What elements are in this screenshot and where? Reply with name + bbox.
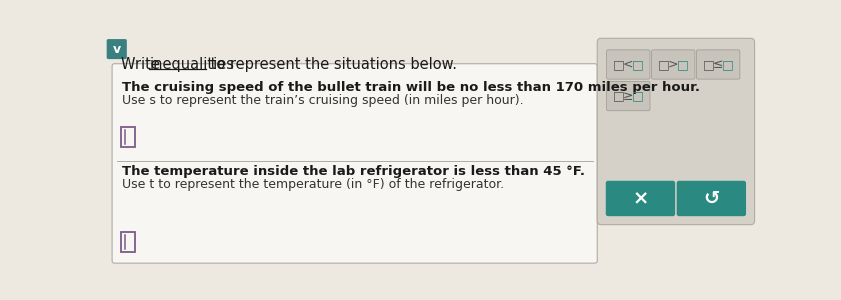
Text: □: □ bbox=[613, 58, 625, 71]
Text: ↺: ↺ bbox=[703, 189, 720, 208]
Text: <: < bbox=[623, 58, 633, 71]
Text: □: □ bbox=[677, 58, 689, 71]
FancyBboxPatch shape bbox=[121, 232, 135, 252]
FancyBboxPatch shape bbox=[112, 64, 597, 263]
Text: □: □ bbox=[722, 58, 733, 71]
Text: ×: × bbox=[632, 189, 648, 208]
FancyBboxPatch shape bbox=[597, 38, 754, 225]
FancyBboxPatch shape bbox=[121, 127, 135, 147]
Text: □: □ bbox=[632, 58, 643, 71]
FancyBboxPatch shape bbox=[696, 50, 740, 79]
Text: Use t to represent the temperature (in °F) of the refrigerator.: Use t to represent the temperature (in °… bbox=[122, 178, 505, 191]
Text: The temperature inside the lab refrigerator is less than 45 °F.: The temperature inside the lab refrigera… bbox=[122, 165, 585, 178]
Text: inequalities: inequalities bbox=[150, 57, 235, 72]
FancyBboxPatch shape bbox=[677, 181, 746, 216]
FancyBboxPatch shape bbox=[606, 181, 675, 216]
Text: The cruising speed of the bullet train will be no less than 170 miles per hour.: The cruising speed of the bullet train w… bbox=[122, 81, 701, 94]
Text: to represent the situations below.: to represent the situations below. bbox=[206, 57, 457, 72]
FancyBboxPatch shape bbox=[652, 50, 695, 79]
Text: □: □ bbox=[703, 58, 715, 71]
FancyBboxPatch shape bbox=[606, 81, 650, 111]
FancyBboxPatch shape bbox=[107, 39, 127, 59]
Text: >: > bbox=[668, 58, 679, 71]
Text: □: □ bbox=[658, 58, 669, 71]
Text: ≤: ≤ bbox=[713, 58, 723, 71]
FancyBboxPatch shape bbox=[606, 50, 650, 79]
Text: Write: Write bbox=[120, 57, 164, 72]
Text: □: □ bbox=[632, 90, 643, 103]
Text: □: □ bbox=[613, 90, 625, 103]
Text: v: v bbox=[113, 43, 121, 56]
Text: Use s to represent the train’s cruising speed (in miles per hour).: Use s to represent the train’s cruising … bbox=[122, 94, 524, 107]
Text: ≥: ≥ bbox=[623, 90, 633, 103]
